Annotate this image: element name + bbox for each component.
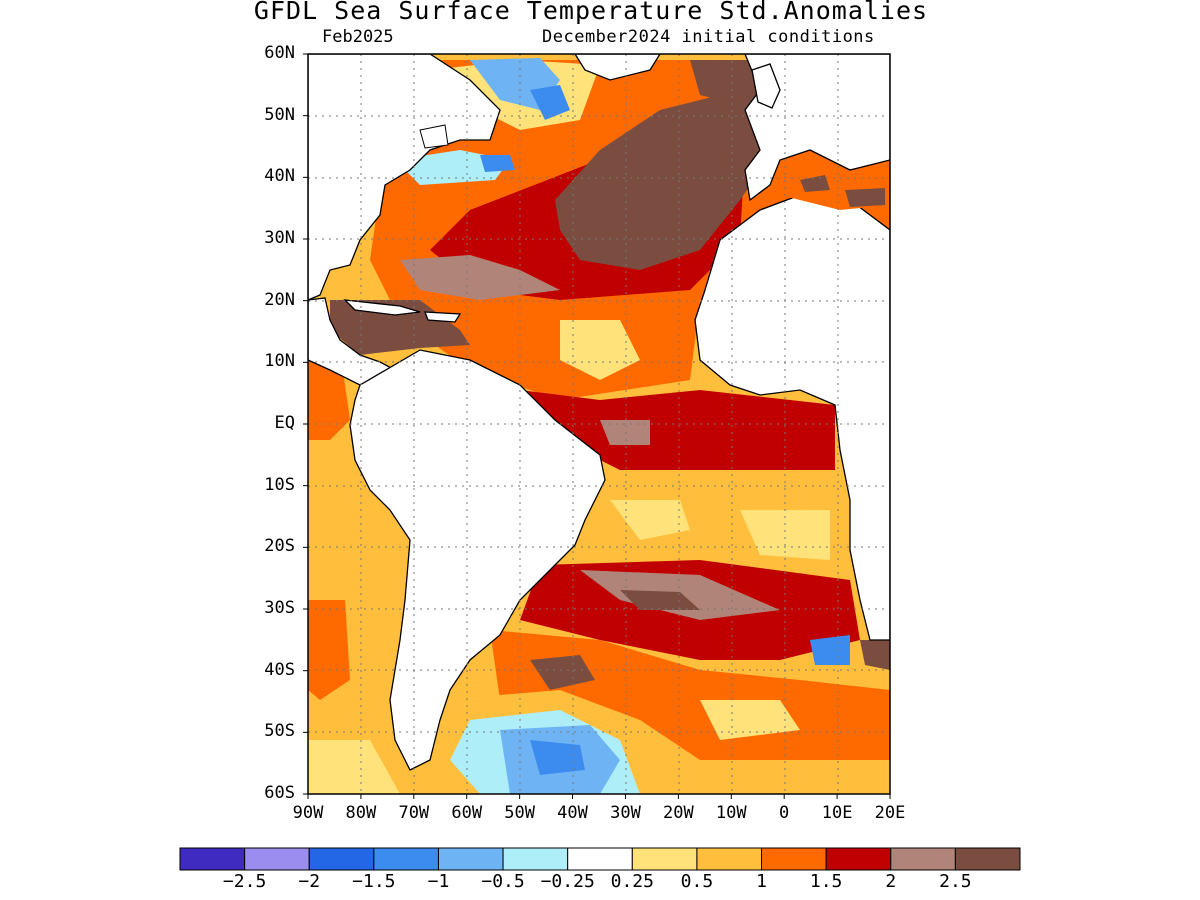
colorbar-label: −1 [427,871,450,892]
lon-label: 10E [821,803,853,823]
colorbar-label: −2.5 [222,871,267,892]
lat-label: 40N [264,166,295,187]
lon-label: 40W [557,803,588,823]
lat-label: 30S [264,598,295,618]
lat-label: 60N [264,43,295,63]
graticule [308,54,890,794]
lat-label: 10N [264,351,295,372]
colorbar-label: 2 [885,871,897,892]
lat-label: 10S [264,474,295,495]
colorbar-label: 0.25 [610,871,654,892]
init-conditions-label: December2024 initial conditions [542,27,875,47]
lat-label: EQ [274,413,295,433]
lon-label: 70W [398,803,430,823]
colorbar [179,847,1021,871]
map-title: GFDL Sea Surface Temperature Std.Anomali… [253,0,929,25]
colorbar-swatch [890,847,956,871]
colorbar-label: −1.5 [352,871,396,892]
colorbar-swatch [244,847,310,871]
colorbar-swatch [179,847,246,871]
colorbar-label: 2.5 [939,871,972,892]
colorbar-swatch [696,847,763,871]
lon-label: 20E [874,803,906,823]
colorbar-swatch [761,847,827,871]
axis-ticks [303,53,891,799]
map-field [308,54,890,794]
colorbar-swatch [825,847,892,871]
colorbar-label: 0.5 [680,871,714,892]
lat-label: 30N [264,228,295,248]
colorbar-swatch [567,847,633,871]
colorbar-label: 1.5 [809,871,843,892]
lon-label: 10W [715,803,747,823]
lat-label: 40S [264,659,295,680]
colorbar-label: −2 [298,871,321,892]
valid-month-label: Feb2025 [322,27,394,47]
lat-label: 60S [264,783,295,803]
lat-label: 50S [264,721,295,742]
colorbar-swatch [308,847,375,871]
colorbar-label: 1 [756,871,767,892]
colorbar-swatch [502,847,569,871]
colorbar-swatch [437,847,504,871]
colorbar-swatch [631,847,698,871]
lon-label: 50W [504,803,535,823]
lon-label: 0 [779,803,790,823]
lat-label: 20S [264,536,295,557]
colorbar-swatch [954,847,1021,871]
lon-label: 30W [610,803,641,823]
colorbar-label: −0.25 [540,871,595,892]
lon-label: 60W [451,803,483,823]
lat-label: 50N [264,104,295,125]
lon-label: 80W [345,803,377,823]
colorbar-swatch [373,847,439,871]
lon-label: 90W [292,803,324,823]
colorbar-label: −0.5 [481,871,525,892]
lat-label: 20N [264,289,295,310]
lon-label: 20W [663,803,694,823]
